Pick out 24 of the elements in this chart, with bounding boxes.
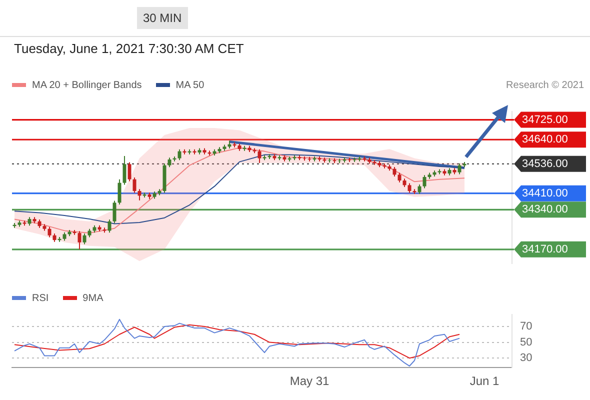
- text: Research © 2021: [506, 80, 584, 91]
- candlestick: [262, 154, 266, 161]
- y-tick-label: 34170.00: [522, 243, 568, 256]
- y-tick-label: 30: [520, 352, 532, 364]
- y-tick-label: 34410.00: [522, 187, 568, 200]
- legend-label: 9MA: [82, 293, 104, 304]
- legend-label: RSI: [31, 293, 49, 304]
- y-tick-label: 70: [520, 320, 532, 332]
- x-tick-label: May 31: [290, 374, 330, 388]
- y-tick-label: 50: [520, 336, 532, 348]
- y-tick-label: 34536.00: [522, 158, 568, 170]
- candlestick: [438, 168, 442, 175]
- text: 30 MIN: [137, 7, 188, 29]
- candlestick: [292, 154, 296, 161]
- legend-label: MA 50: [174, 80, 204, 91]
- chart-subtitle: Tuesday, June 1, 2021 7:30:30 AM CET: [14, 41, 244, 56]
- y-tick-label: 34640.00: [522, 134, 568, 146]
- y-tick-label: 34340.00: [522, 204, 568, 216]
- candlestick: [298, 154, 302, 161]
- candlestick: [278, 154, 282, 161]
- x-tick-label: Jun 1: [470, 374, 500, 388]
- candlestick: [252, 148, 256, 154]
- y-tick-label: 34725.00: [522, 114, 568, 126]
- legend-label: MA 20 + Bollinger Bands: [31, 80, 142, 91]
